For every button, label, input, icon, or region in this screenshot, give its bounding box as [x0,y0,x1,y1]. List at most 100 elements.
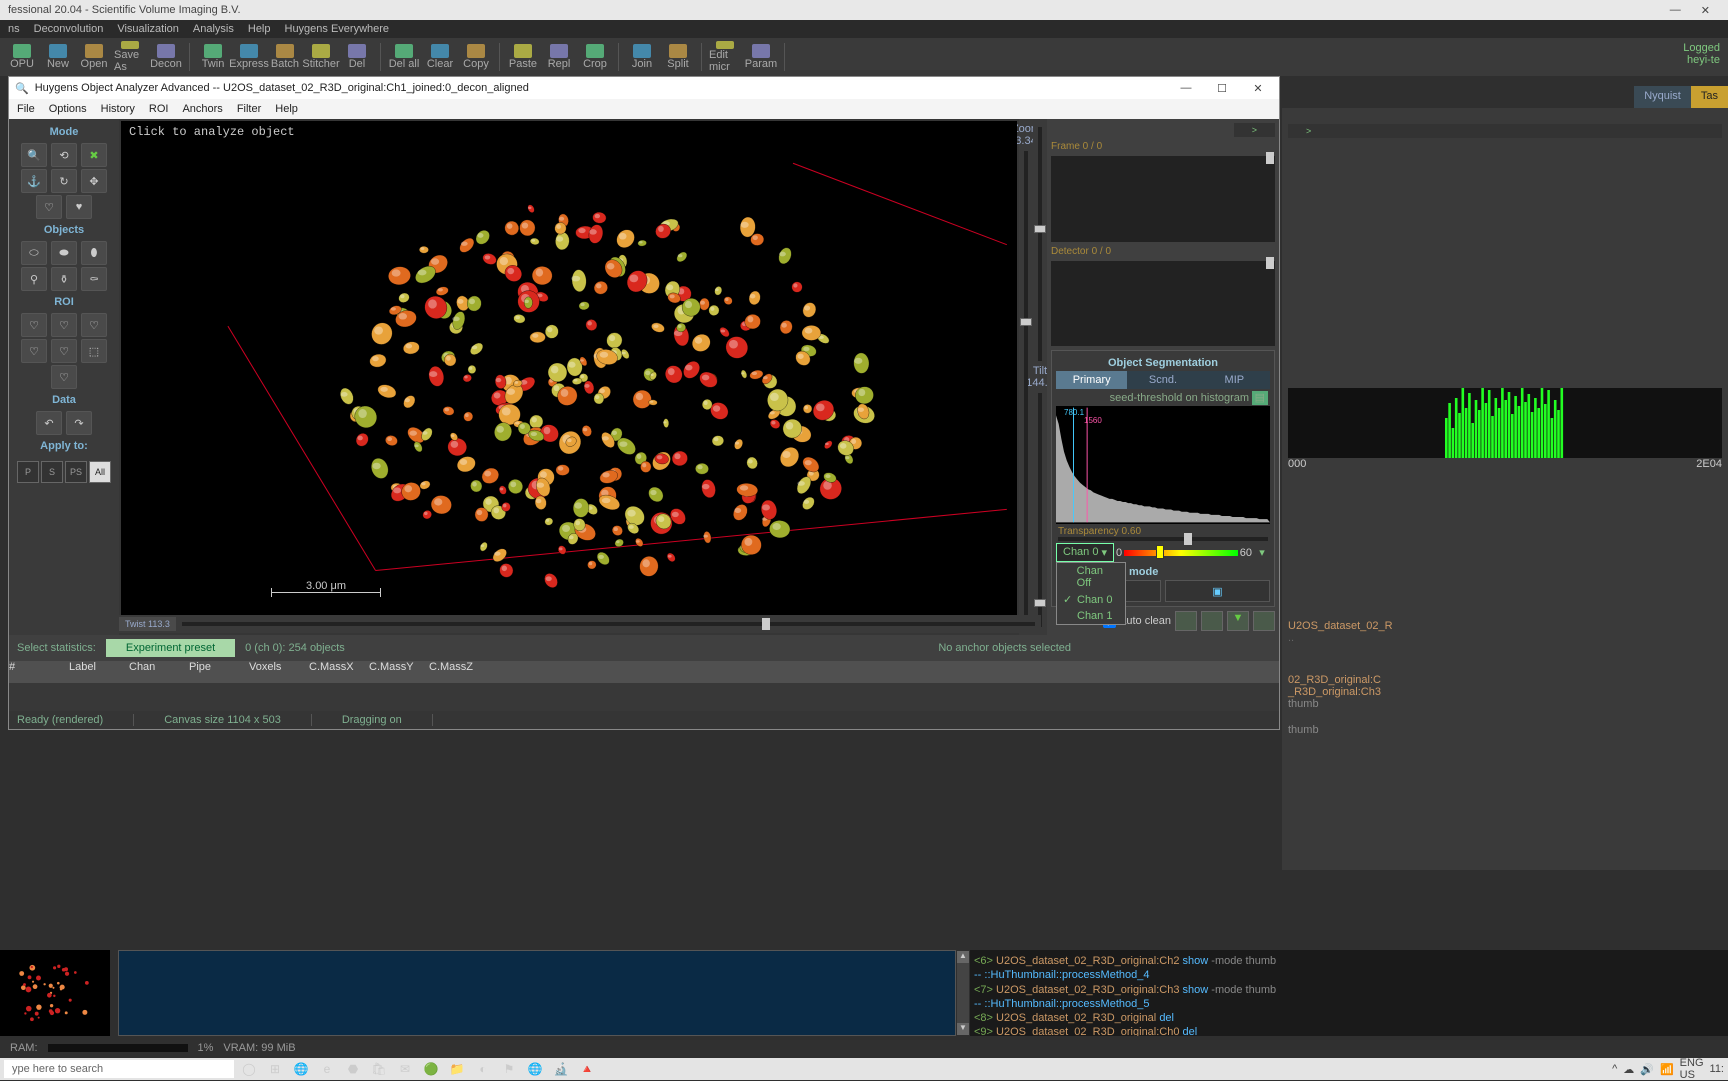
toolbar-button[interactable]: Save As [114,41,146,73]
collapse-button[interactable]: > [1234,123,1275,137]
column-header[interactable]: C.MassZ [429,661,489,683]
move-tool-icon[interactable]: ✥ [81,169,107,193]
column-header[interactable]: # [9,661,69,683]
minimize-icon[interactable]: — [1171,80,1201,96]
volume-icon[interactable]: 🔊 [1640,1063,1654,1076]
toolbar-button[interactable]: Twin [197,41,229,73]
color-gradient[interactable] [1124,550,1238,556]
anchor-tool-icon[interactable]: ⚓ [21,169,47,193]
toolbar-button[interactable]: Join [626,41,658,73]
menu-item[interactable]: Deconvolution [34,23,104,35]
render-canvas[interactable]: Click to analyze object 3.00 μm [121,121,1017,633]
toolbar-button[interactable]: Express [233,41,265,73]
menu-item[interactable]: Anchors [182,103,222,115]
object-icon[interactable]: ⬮ [81,241,107,265]
system-tray[interactable]: ^ ☁ 🔊 📶 ENGUS 11: [1612,1057,1724,1081]
toolbar-button[interactable]: Batch [269,41,301,73]
store-icon[interactable]: 🛍 [368,1060,390,1078]
taskbar-search[interactable]: ype here to search [4,1060,234,1078]
menu-item[interactable]: Huygens Everywhere [285,23,390,35]
dropdown-icon[interactable]: ▾ [1254,546,1270,559]
toolbar-button[interactable]: Clear [424,41,456,73]
tab-nyquist[interactable]: Nyquist [1634,86,1691,108]
chrome-icon[interactable]: 🌐 [524,1060,546,1078]
menu-item[interactable]: File [17,103,35,115]
timeline[interactable]: ▲▼ [118,950,956,1036]
close-icon[interactable]: ✕ [1243,80,1273,96]
explorer-icon[interactable]: 📁 [446,1060,468,1078]
collapse-button[interactable]: > [1288,124,1722,138]
minimize-icon[interactable]: — [1660,4,1691,16]
filter-icon[interactable]: ▼ [1227,611,1249,631]
maximize-icon[interactable]: ☐ [1207,80,1237,96]
menu-item[interactable]: History [101,103,135,115]
toolbar-button[interactable]: Del all [388,41,420,73]
app-icon[interactable]: 🟢 [420,1060,442,1078]
seg-tab-secondary[interactable]: Scnd. [1127,371,1198,389]
app-icon[interactable]: ⚑ [498,1060,520,1078]
delete-tool-icon[interactable]: ✖ [81,143,107,167]
menu-item[interactable]: ns [8,23,20,35]
apply-option[interactable]: S [41,461,63,483]
taskview-icon[interactable]: ⊞ [264,1060,286,1078]
seg-tab-mip[interactable]: MIP [1199,371,1270,389]
roi-icon[interactable]: ♡ [21,313,47,337]
close-icon[interactable]: ✕ [1691,4,1720,17]
graph-icon[interactable]: ▤ [1252,391,1268,405]
tray-icon[interactable]: ^ [1612,1063,1617,1075]
toolbar-button[interactable]: New [42,41,74,73]
channel-option[interactable]: ✓Chan 0 [1057,591,1125,608]
frame-slider[interactable] [1051,156,1275,242]
tray-icon[interactable]: ☁ [1623,1063,1634,1076]
chrome-icon[interactable]: 🌐 [290,1060,312,1078]
menu-item[interactable]: Help [248,23,271,35]
zoom-tool-icon[interactable]: 🔍 [21,143,47,167]
transparency-slider[interactable] [1058,537,1268,541]
toolbar-button[interactable]: Split [662,41,694,73]
timeline-scrollbar[interactable]: ▲▼ [957,951,969,1035]
menu-item[interactable]: Options [49,103,87,115]
twist-slider[interactable]: Twist 113.3 [119,615,1041,633]
tilt-slider[interactable]: Tilt144.9 [1033,119,1047,635]
roi-icon[interactable]: ♡ [51,313,77,337]
channel-option[interactable]: Chan 1 [1057,608,1125,624]
menu-item[interactable]: Analysis [193,23,234,35]
app-icon[interactable]: ◐ [472,1060,494,1078]
thumbnail-preview[interactable] [0,950,110,1036]
action-icon[interactable] [1201,611,1223,631]
toolbar-button[interactable]: Copy [460,41,492,73]
vlc-icon[interactable]: 🔺 [576,1060,598,1078]
edge-icon[interactable]: e [316,1060,338,1078]
apply-option[interactable]: PS [65,461,87,483]
column-header[interactable]: C.MassY [369,661,429,683]
heart-tool-icon[interactable]: ♡ [36,195,62,219]
heart-fill-icon[interactable]: ♥ [66,195,92,219]
huygens-icon[interactable]: 🔬 [550,1060,572,1078]
toolbar-button[interactable]: OPU [6,41,38,73]
toolbar-button[interactable]: Param [745,41,777,73]
roi-icon[interactable]: ♡ [51,339,77,363]
menu-item[interactable]: Filter [237,103,261,115]
roi-icon[interactable]: ♡ [21,339,47,363]
wifi-icon[interactable]: 📶 [1660,1063,1674,1076]
render-mode-button[interactable]: ▣ [1165,580,1270,602]
app-icon[interactable]: ⬣ [342,1060,364,1078]
detector-slider[interactable] [1051,261,1275,347]
roi-icon[interactable]: ⬚ [81,339,107,363]
object-icon[interactable]: ⚱ [51,267,77,291]
toolbar-button[interactable]: Decon [150,41,182,73]
tab-task[interactable]: Tas [1691,86,1728,108]
object-icon[interactable]: ⬬ [51,241,77,265]
mail-icon[interactable]: ✉ [394,1060,416,1078]
toolbar-button[interactable]: Edit micr [709,41,741,73]
seg-tab-primary[interactable]: Primary [1056,371,1127,389]
toolbar-button[interactable]: Stitcher [305,41,337,73]
undo-icon[interactable]: ↶ [36,411,62,435]
column-header[interactable]: C.MassX [309,661,369,683]
channel-dropdown[interactable]: Chan 0▾ Chan Off ✓Chan 0 Chan 1 [1056,543,1114,562]
cortana-icon[interactable]: ◯ [238,1060,260,1078]
menu-item[interactable]: ROI [149,103,169,115]
column-header[interactable]: Pipe [189,661,249,683]
seed-histogram[interactable]: 780.1 1560 [1056,406,1270,524]
lasso-tool-icon[interactable]: ⟲ [51,143,77,167]
